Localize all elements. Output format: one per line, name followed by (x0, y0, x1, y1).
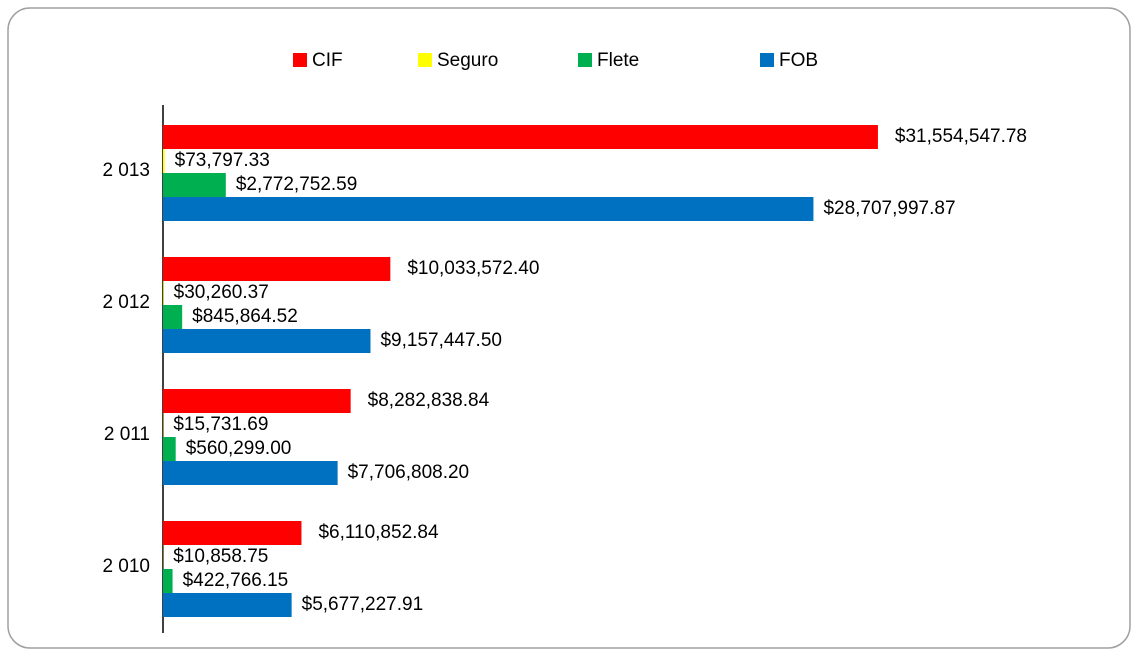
legend-label: Flete (597, 50, 639, 71)
bar (163, 197, 814, 221)
data-label: $7,706,808.20 (348, 462, 470, 483)
bar (163, 305, 183, 329)
data-label: $8,282,838.84 (368, 390, 490, 411)
data-label: $2,772,752.59 (236, 174, 358, 195)
bar (163, 125, 878, 149)
data-label: $31,554,547.78 (895, 126, 1027, 147)
bar (163, 329, 371, 353)
y-tick-label: 2 010 (102, 556, 150, 577)
data-label: $10,033,572.40 (407, 258, 539, 279)
data-label: $422,766.15 (183, 570, 289, 591)
bar (163, 281, 164, 305)
data-label: $15,731.69 (173, 414, 268, 435)
legend-swatch (578, 53, 592, 67)
data-label: $28,707,997.87 (823, 198, 955, 219)
chart-frame (7, 7, 1131, 649)
legend-label: CIF (312, 50, 343, 71)
data-label: $5,677,227.91 (302, 594, 424, 615)
data-label: $560,299.00 (186, 438, 292, 459)
data-label: $6,110,852.84 (318, 522, 439, 543)
bar (163, 173, 226, 197)
legend-swatch (293, 53, 307, 67)
bar (163, 437, 176, 461)
data-label: $73,797.33 (175, 150, 270, 171)
bar (163, 257, 391, 281)
legend-label: Seguro (437, 50, 498, 71)
bar (163, 521, 302, 545)
y-tick-label: 2 012 (102, 292, 150, 313)
data-label: $10,858.75 (173, 546, 268, 567)
bar (163, 149, 165, 173)
y-tick-label: 2 013 (102, 160, 150, 181)
bar (163, 389, 351, 413)
bar (163, 461, 338, 485)
data-label: $9,157,447.50 (380, 330, 502, 351)
legend-swatch (760, 53, 774, 67)
bar (163, 593, 292, 617)
bar (163, 569, 173, 593)
y-tick-label: 2 011 (104, 424, 150, 445)
data-label: $30,260.37 (174, 282, 269, 303)
legend-swatch (418, 53, 432, 67)
data-label: $845,864.52 (192, 306, 298, 327)
legend-label: FOB (779, 50, 818, 71)
